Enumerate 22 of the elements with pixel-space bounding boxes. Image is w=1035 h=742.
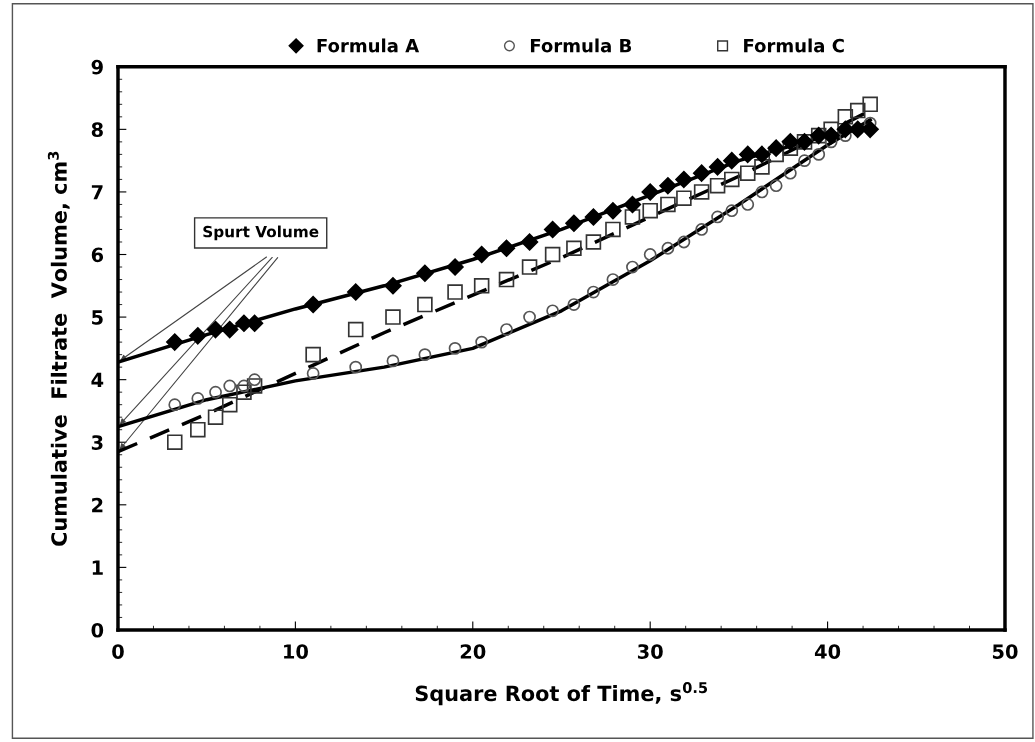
- x-tick-label: 40: [814, 644, 841, 659]
- y-tick-label: 0: [91, 622, 104, 638]
- y-axis-title: Cumulative Filtrate Volume, cm$^{3}$: [47, 151, 70, 546]
- legend-label: Formula A: [317, 38, 420, 53]
- x-tick-label: 30: [637, 644, 663, 659]
- y-tick-label: 5: [92, 310, 103, 325]
- y-tick-label: 1: [92, 560, 103, 575]
- y-tick-label: 9: [91, 59, 103, 75]
- legend-label: Formula B: [530, 38, 632, 53]
- y-tick-label: 6: [91, 247, 104, 263]
- annotation: Spurt Volume: [203, 225, 319, 241]
- y-tick-label: 2: [92, 497, 103, 513]
- x-axis-title: Square Root of Time, s$^{0.5}$: [415, 682, 708, 706]
- y-tick-label: 8: [91, 122, 103, 138]
- y-tick-label: 3: [91, 435, 103, 450]
- x-tick-label: 0: [112, 644, 124, 659]
- y-tick-label: 4: [91, 372, 104, 388]
- x-tick-label: 20: [460, 644, 486, 659]
- x-tick-label: 50: [992, 644, 1018, 659]
- x-tick-label: 10: [284, 644, 308, 659]
- y-tick-label: 7: [91, 185, 103, 200]
- legend-label: Formula C: [744, 38, 844, 53]
